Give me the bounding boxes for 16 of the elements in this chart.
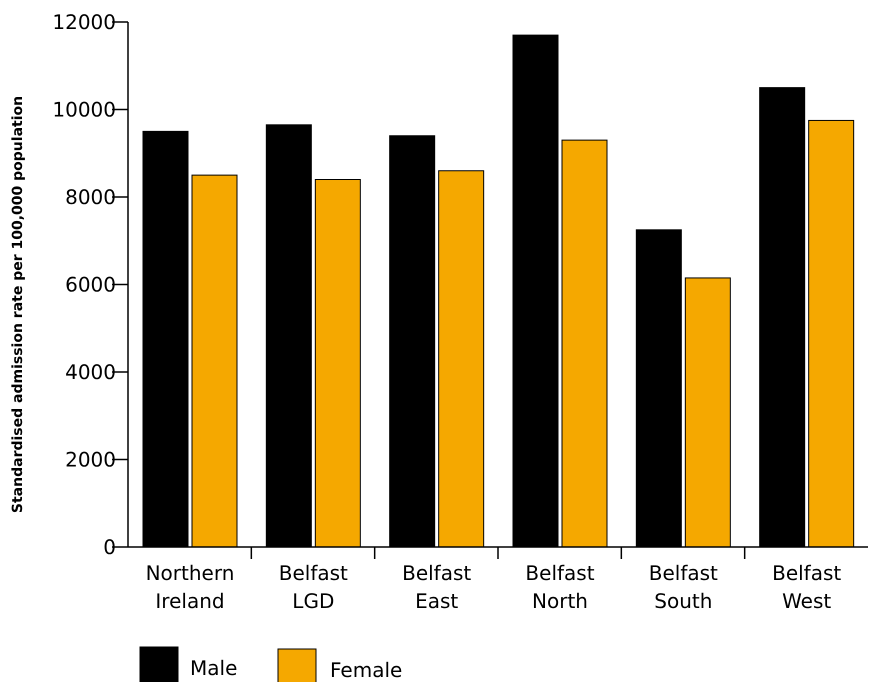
x-tick-label: Belfast South <box>648 561 718 613</box>
y-tick-label: 4000 <box>65 360 116 384</box>
x-tick-label: Belfast North <box>525 561 595 613</box>
x-tick-label: Belfast LGD <box>278 561 348 613</box>
y-tick-label: 12000 <box>52 10 116 34</box>
x-tick-label: Belfast East <box>402 561 472 613</box>
y-tick-label: 2000 <box>65 448 116 472</box>
y-axis-title: Standardised admission rate per 100,000 population <box>10 96 26 514</box>
y-tick-label: 0 <box>103 535 116 559</box>
x-tick-label: Belfast West <box>772 561 842 613</box>
x-tick-label: Northern Ireland <box>146 561 234 613</box>
legend-label: Female <box>330 658 402 682</box>
legend-label: Male <box>190 656 238 680</box>
y-tick-label: 6000 <box>65 272 116 296</box>
y-tick-label: 10000 <box>52 98 116 122</box>
y-tick-label: 8000 <box>65 185 116 209</box>
